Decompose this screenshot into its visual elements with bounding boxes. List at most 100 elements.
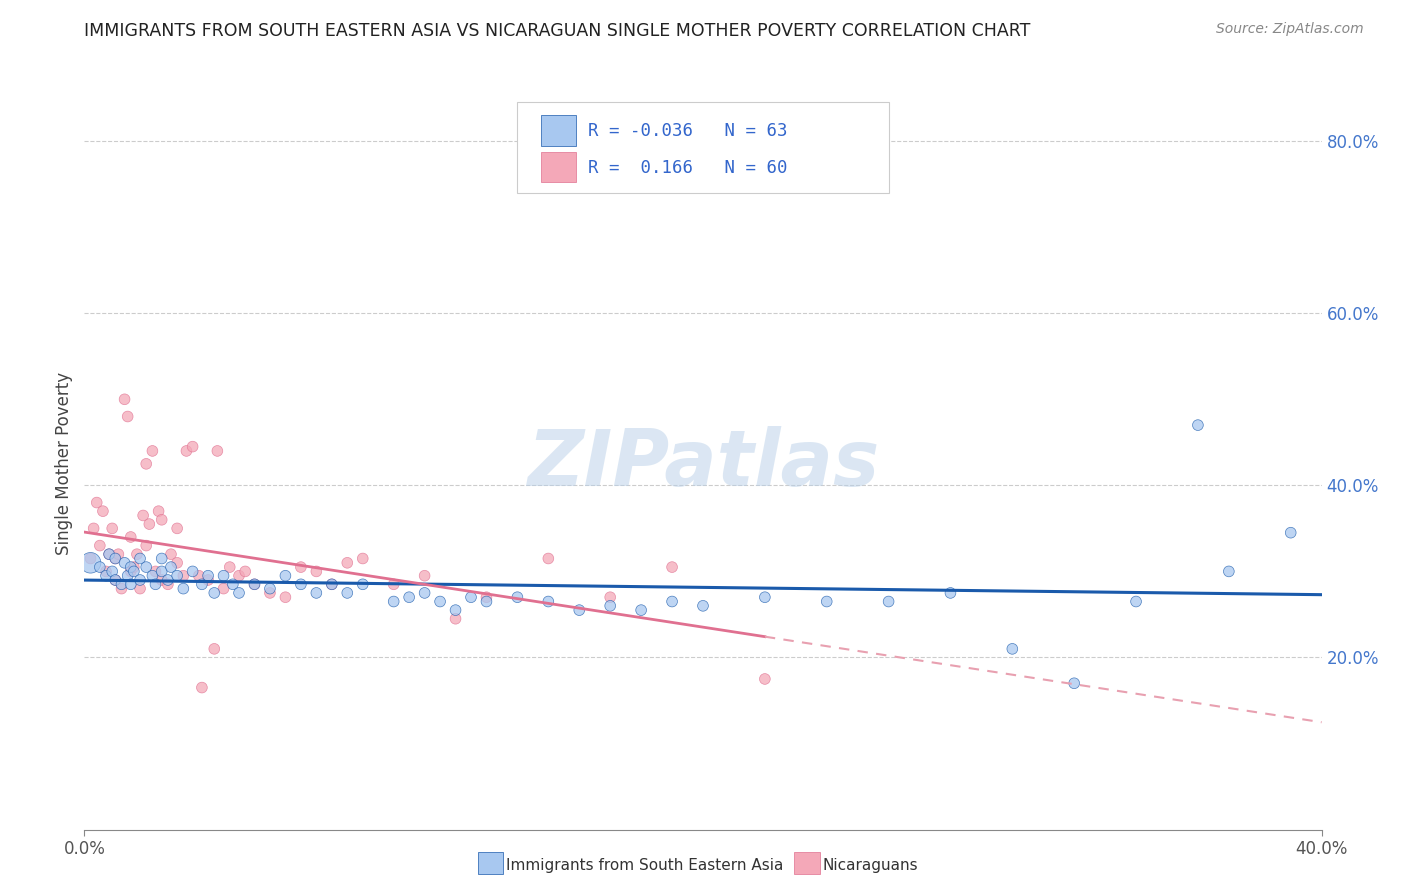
Point (94, 565, 117, 579)
Point (1125, 594, 1147, 608)
Point (150, 565, 173, 579)
Point (148, 504, 170, 518)
Point (475, 591, 498, 605)
Point (94, 568, 117, 582)
Point (104, 551, 127, 566)
Point (181, 565, 204, 579)
Point (222, 577, 245, 591)
Point (290, 577, 312, 591)
Point (191, 681, 214, 695)
Point (212, 582, 235, 596)
Point (120, 530, 142, 544)
Point (176, 444, 198, 458)
Point (243, 577, 266, 591)
Point (129, 582, 152, 596)
Point (101, 521, 124, 535)
Point (172, 582, 194, 596)
Point (132, 508, 155, 523)
Text: IMMIGRANTS FROM SOUTH EASTERN ASIA VS NICARAGUAN SINGLE MOTHER POVERTY CORRELATI: IMMIGRANTS FROM SOUTH EASTERN ASIA VS NI… (84, 22, 1031, 40)
Point (692, 599, 714, 613)
Point (305, 586, 328, 600)
Point (125, 547, 148, 561)
Point (160, 560, 183, 574)
Point (207, 444, 229, 458)
Point (197, 573, 219, 587)
Point (444, 612, 467, 626)
Point (754, 672, 776, 686)
Point (145, 577, 167, 591)
Point (413, 568, 436, 582)
Point (107, 547, 129, 561)
Point (135, 539, 157, 553)
Point (104, 573, 127, 587)
Point (117, 568, 139, 582)
Point (110, 582, 132, 596)
Point (135, 560, 157, 574)
Point (336, 556, 359, 570)
Point (233, 565, 256, 579)
Point (145, 565, 167, 579)
Point (537, 594, 560, 608)
Point (110, 577, 132, 591)
Text: R = -0.036   N = 63: R = -0.036 N = 63 (588, 122, 787, 140)
Text: Nicaraguans: Nicaraguans (823, 858, 918, 872)
Bar (541, 115, 575, 145)
Point (166, 568, 188, 582)
Point (122, 560, 145, 574)
Point (202, 586, 225, 600)
Point (661, 560, 683, 574)
Point (104, 573, 127, 587)
Point (101, 565, 124, 579)
Point (150, 551, 173, 566)
Point (150, 573, 173, 587)
Point (506, 591, 529, 605)
Point (877, 594, 900, 608)
Point (290, 560, 312, 574)
Point (79, 556, 101, 570)
Point (1187, 418, 1209, 433)
Point (259, 586, 281, 600)
Point (336, 586, 359, 600)
Point (212, 568, 235, 582)
Point (228, 568, 250, 582)
Point (754, 591, 776, 605)
Point (475, 594, 498, 608)
Point (218, 560, 240, 574)
Point (444, 603, 467, 617)
Point (138, 517, 160, 532)
Point (104, 551, 127, 566)
Point (1279, 525, 1302, 540)
Text: R =  0.166   N = 60: R = 0.166 N = 60 (588, 159, 787, 177)
Point (141, 568, 163, 582)
Point (98, 547, 121, 561)
Point (243, 577, 266, 591)
Point (939, 586, 962, 600)
Point (382, 577, 405, 591)
Point (172, 568, 194, 582)
Bar (541, 152, 575, 182)
Point (352, 577, 374, 591)
Point (661, 594, 683, 608)
Point (382, 594, 405, 608)
Point (86, 495, 108, 509)
Point (120, 577, 142, 591)
Point (815, 594, 838, 608)
Point (79, 551, 101, 566)
Point (274, 568, 297, 582)
Point (187, 568, 209, 582)
Point (166, 556, 188, 570)
Point (117, 409, 139, 424)
Point (120, 560, 142, 574)
Point (129, 573, 152, 587)
Point (122, 565, 145, 579)
Point (166, 521, 188, 535)
Point (321, 577, 343, 591)
Point (352, 551, 374, 566)
Point (274, 591, 297, 605)
Point (1001, 641, 1024, 656)
Point (599, 599, 621, 613)
Point (537, 551, 560, 566)
Point (91, 504, 114, 518)
Point (89, 560, 111, 574)
Point (114, 392, 136, 407)
